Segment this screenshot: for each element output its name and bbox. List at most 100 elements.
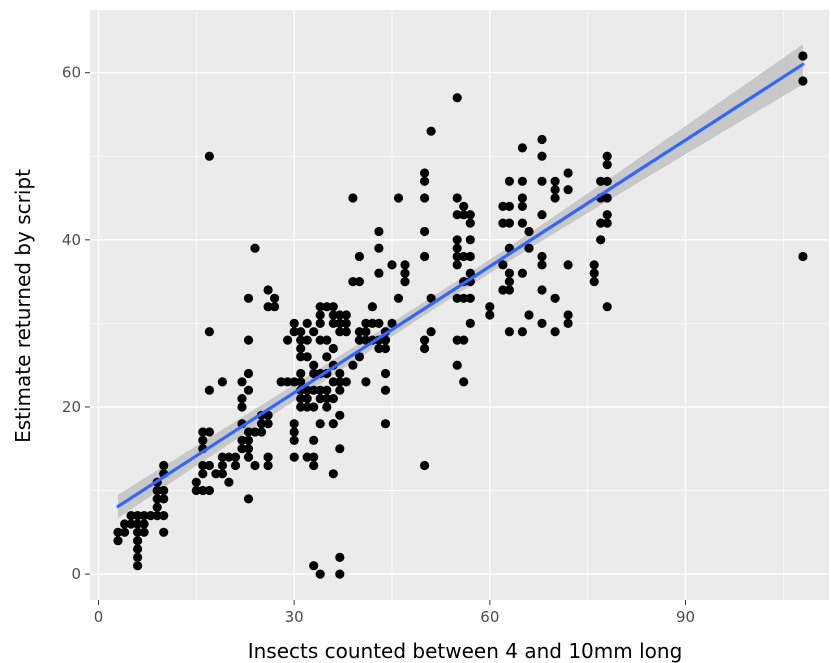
data-point bbox=[400, 260, 410, 270]
data-point bbox=[517, 176, 528, 186]
data-point bbox=[602, 210, 612, 220]
data-point bbox=[354, 335, 364, 345]
data-point bbox=[452, 335, 462, 345]
data-point bbox=[465, 268, 475, 278]
x-axis-ticks: 0 30 60 90 bbox=[94, 600, 695, 626]
data-point bbox=[537, 134, 547, 145]
data-point bbox=[296, 327, 306, 337]
data-point bbox=[504, 201, 514, 211]
data-point bbox=[133, 536, 143, 546]
data-point bbox=[517, 193, 528, 203]
data-point bbox=[465, 251, 475, 262]
data-point bbox=[517, 268, 528, 278]
data-point bbox=[563, 260, 573, 270]
data-point bbox=[289, 452, 299, 462]
data-point bbox=[335, 368, 345, 379]
data-point bbox=[322, 352, 332, 362]
data-point bbox=[270, 302, 280, 312]
data-point bbox=[289, 377, 299, 387]
data-point bbox=[191, 485, 201, 496]
data-point bbox=[263, 285, 273, 295]
data-point bbox=[159, 510, 169, 521]
data-point bbox=[420, 343, 430, 354]
data-point bbox=[798, 76, 808, 86]
data-point bbox=[380, 343, 391, 354]
data-point bbox=[420, 168, 430, 178]
data-point bbox=[400, 277, 410, 287]
data-point bbox=[374, 343, 384, 354]
data-point bbox=[465, 293, 475, 303]
data-point bbox=[452, 193, 462, 203]
data-point bbox=[537, 151, 547, 161]
data-point bbox=[211, 469, 221, 479]
data-point bbox=[289, 327, 299, 337]
data-point bbox=[256, 427, 267, 437]
data-point bbox=[309, 460, 319, 471]
data-point bbox=[589, 268, 599, 278]
data-point bbox=[393, 293, 404, 303]
data-point bbox=[602, 176, 612, 186]
data-point bbox=[465, 210, 475, 220]
data-point bbox=[537, 251, 547, 262]
data-point bbox=[152, 485, 162, 496]
data-point bbox=[420, 460, 430, 471]
data-point bbox=[465, 218, 475, 228]
data-point bbox=[237, 394, 247, 404]
x-tick-label: 30 bbox=[285, 608, 304, 626]
x-tick-label: 90 bbox=[676, 608, 695, 626]
data-point bbox=[602, 302, 612, 312]
data-point bbox=[798, 51, 808, 61]
data-point bbox=[517, 218, 528, 228]
y-tick-label: 60 bbox=[62, 64, 81, 82]
x-tick-label: 0 bbox=[94, 608, 104, 626]
data-point bbox=[289, 419, 299, 429]
data-point bbox=[563, 310, 573, 320]
data-point bbox=[348, 360, 358, 370]
data-point bbox=[498, 260, 508, 270]
data-point bbox=[517, 201, 528, 211]
data-point bbox=[380, 368, 391, 379]
data-point bbox=[139, 510, 149, 521]
data-point bbox=[550, 327, 560, 337]
data-point bbox=[133, 519, 143, 529]
data-point bbox=[296, 343, 306, 354]
data-point bbox=[537, 176, 547, 186]
data-point bbox=[204, 151, 214, 161]
data-point bbox=[361, 377, 371, 387]
data-point bbox=[452, 360, 462, 370]
data-point bbox=[217, 452, 227, 462]
data-point bbox=[361, 335, 371, 345]
data-point bbox=[596, 235, 606, 245]
data-point bbox=[452, 293, 462, 303]
data-point bbox=[335, 377, 345, 387]
data-point bbox=[374, 268, 384, 278]
data-point bbox=[133, 552, 143, 563]
data-point bbox=[152, 502, 162, 512]
data-point bbox=[354, 251, 364, 262]
data-point bbox=[367, 318, 377, 328]
data-point bbox=[485, 302, 495, 312]
data-point bbox=[302, 452, 312, 462]
data-point bbox=[335, 410, 345, 420]
data-point bbox=[237, 444, 247, 454]
data-point bbox=[524, 310, 534, 320]
data-point bbox=[302, 385, 312, 395]
y-axis-ticks: 0 20 40 60 bbox=[62, 64, 90, 583]
data-point bbox=[309, 360, 319, 370]
data-point bbox=[354, 277, 364, 287]
data-point bbox=[120, 527, 130, 537]
data-point bbox=[602, 160, 612, 170]
data-point bbox=[204, 460, 214, 471]
data-point bbox=[302, 402, 312, 412]
data-point bbox=[452, 93, 462, 103]
plot-panel bbox=[90, 10, 829, 600]
data-point bbox=[126, 510, 136, 521]
data-point bbox=[602, 218, 612, 228]
data-point bbox=[309, 385, 319, 395]
x-axis-title: Insects counted between 4 and 10mm long bbox=[248, 639, 683, 663]
data-point bbox=[420, 193, 430, 203]
data-point bbox=[602, 151, 612, 161]
data-point bbox=[315, 394, 325, 404]
data-point bbox=[283, 377, 293, 387]
